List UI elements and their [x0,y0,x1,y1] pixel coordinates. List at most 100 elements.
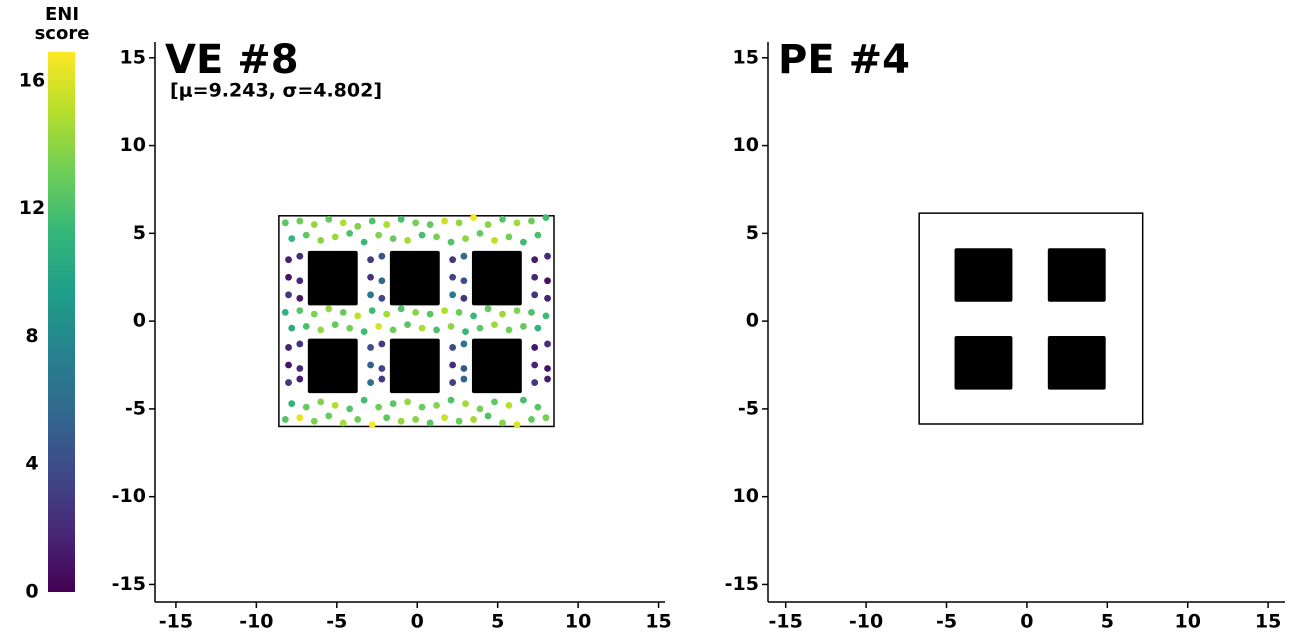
point [360,328,368,336]
x-tick-label: -10 [849,611,883,633]
point [476,405,484,413]
point [484,305,492,313]
point [544,365,551,372]
point [542,214,550,221]
point [383,221,391,228]
point [367,291,374,299]
point [447,322,455,330]
point [281,308,289,316]
point [310,221,318,228]
point [544,340,551,348]
point [531,256,539,264]
panel-subtitle: [μ=9.243, σ=4.802] [170,80,382,102]
point [531,273,539,281]
point [397,417,405,425]
x-tick-label: 0 [411,611,424,633]
colorbar-tick-label: 0 [25,581,38,603]
point [544,277,551,285]
point [378,365,386,372]
point [281,219,289,227]
point [449,361,457,369]
point [513,421,521,429]
colorbar [48,52,75,592]
point [317,326,325,334]
point [460,365,468,372]
point [281,416,289,423]
point [378,375,386,383]
point [310,417,318,425]
x-tick-label: -10 [239,611,273,633]
point [296,365,304,372]
hole [1047,336,1106,390]
point [484,221,492,228]
point [288,324,296,332]
x-tick-label: 5 [491,611,504,633]
point [528,308,535,316]
point [354,312,362,320]
point [433,401,440,409]
point [404,321,411,329]
point [339,308,347,316]
point [296,277,304,285]
point [470,416,477,423]
point [360,238,368,246]
point [367,256,374,264]
point [462,400,469,408]
point [418,324,426,332]
point [505,401,513,409]
point [534,324,542,332]
point [397,305,405,313]
point [389,400,397,408]
point [389,326,397,334]
hole [471,338,522,394]
point [368,217,376,225]
point [544,252,551,260]
point [433,326,440,334]
point [296,307,304,314]
panel-title: VE #8 [165,37,299,83]
colorbar-tick-label: 8 [25,325,38,347]
point [354,222,362,230]
point [354,416,362,423]
point [455,219,463,227]
point [285,344,292,351]
point [302,403,310,411]
point [520,238,527,246]
point [339,219,347,227]
colorbar-tick-label: 4 [25,453,38,475]
point [455,308,463,316]
point [470,214,477,221]
point [476,324,484,332]
point [346,324,354,332]
point [331,321,339,329]
point [531,379,539,386]
point [389,235,397,243]
point [513,219,521,227]
point [470,312,477,320]
domain-frame [918,212,1144,425]
hole [1047,248,1106,302]
point [418,231,426,239]
point [367,379,374,386]
point [531,361,539,369]
y-tick-label: 10 [733,485,759,507]
point [375,403,383,411]
point [296,375,304,383]
y-tick-label: 15 [120,46,146,68]
point [460,277,468,285]
point [491,321,498,329]
point [441,414,448,422]
point [339,419,347,427]
point [296,252,304,260]
point [544,375,551,383]
point [513,307,521,314]
point [449,273,457,281]
point [499,419,506,427]
point [302,231,310,239]
y-tick-label: 5 [746,222,759,244]
point [317,236,325,244]
point [296,340,304,348]
x-tick-label: 10 [565,611,591,633]
x-tick-label: 5 [1101,611,1114,633]
